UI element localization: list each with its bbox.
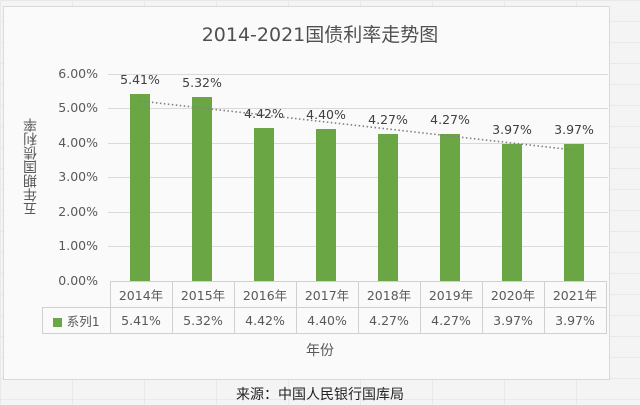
category-cell: 2017年 (295, 281, 359, 308)
value-cell: 4.42% (233, 307, 297, 334)
y-tick: 0.00% (58, 273, 98, 288)
value-cell: 4.27% (357, 307, 421, 334)
bar-2019[interactable] (440, 134, 460, 281)
bar-2021[interactable] (564, 144, 584, 281)
legend-cell: 系列1 (42, 307, 111, 334)
value-cell: 3.97% (481, 307, 545, 334)
data-label: 3.97% (492, 122, 532, 137)
category-cell: 2019年 (419, 281, 483, 308)
bar-2020[interactable] (502, 144, 522, 281)
data-label: 4.42% (244, 106, 284, 121)
category-cell: 2014年 (109, 281, 173, 308)
bar-2014[interactable] (130, 94, 150, 281)
bar-2015[interactable] (192, 97, 212, 281)
gridline (108, 246, 608, 247)
category-cell: 2020年 (481, 281, 545, 308)
y-tick: 1.00% (58, 238, 98, 253)
y-tick: 5.00% (58, 100, 98, 115)
value-cell: 5.32% (171, 307, 235, 334)
gridline (108, 212, 608, 213)
gridline (108, 143, 608, 144)
value-cell: 3.97% (543, 307, 607, 334)
category-cell: 2021年 (543, 281, 607, 308)
bar-2016[interactable] (254, 128, 274, 281)
category-cell: 2015年 (171, 281, 235, 308)
y-tick: 3.00% (58, 169, 98, 184)
data-label: 5.32% (182, 75, 222, 90)
source-caption: 来源：中国人民银行国库局 (236, 387, 404, 403)
bar-2018[interactable] (378, 134, 398, 281)
x-axis-label: 年份 (306, 343, 334, 359)
category-cell: 2018年 (357, 281, 421, 308)
category-cell: 2016年 (233, 281, 297, 308)
y-tick: 6.00% (58, 66, 98, 81)
data-table: 2014年 2015年 2016年 2017年 2018年 2019年 2020… (42, 281, 607, 334)
category-row: 2014年 2015年 2016年 2017年 2018年 2019年 2020… (43, 281, 607, 308)
data-label: 3.97% (554, 122, 594, 137)
data-label: 4.27% (430, 112, 470, 127)
data-label: 4.27% (368, 112, 408, 127)
gridline (108, 108, 608, 109)
legend-swatch-icon (52, 318, 62, 327)
value-cell: 4.40% (295, 307, 359, 334)
y-tick: 2.00% (58, 204, 98, 219)
gridline (108, 74, 608, 75)
data-label: 4.40% (306, 107, 346, 122)
series-row: 系列1 5.41% 5.32% 4.42% 4.40% 4.27% 4.27% … (42, 307, 607, 334)
chart-title: 2014-2021国债利率走势图 (201, 24, 439, 46)
value-cell: 5.41% (109, 307, 173, 334)
gridline (108, 177, 608, 178)
bar-2017[interactable] (316, 129, 336, 281)
value-cell: 4.27% (419, 307, 483, 334)
legend-label: 系列1 (66, 314, 100, 329)
y-tick: 4.00% (58, 135, 98, 150)
data-label: 5.41% (120, 72, 160, 87)
